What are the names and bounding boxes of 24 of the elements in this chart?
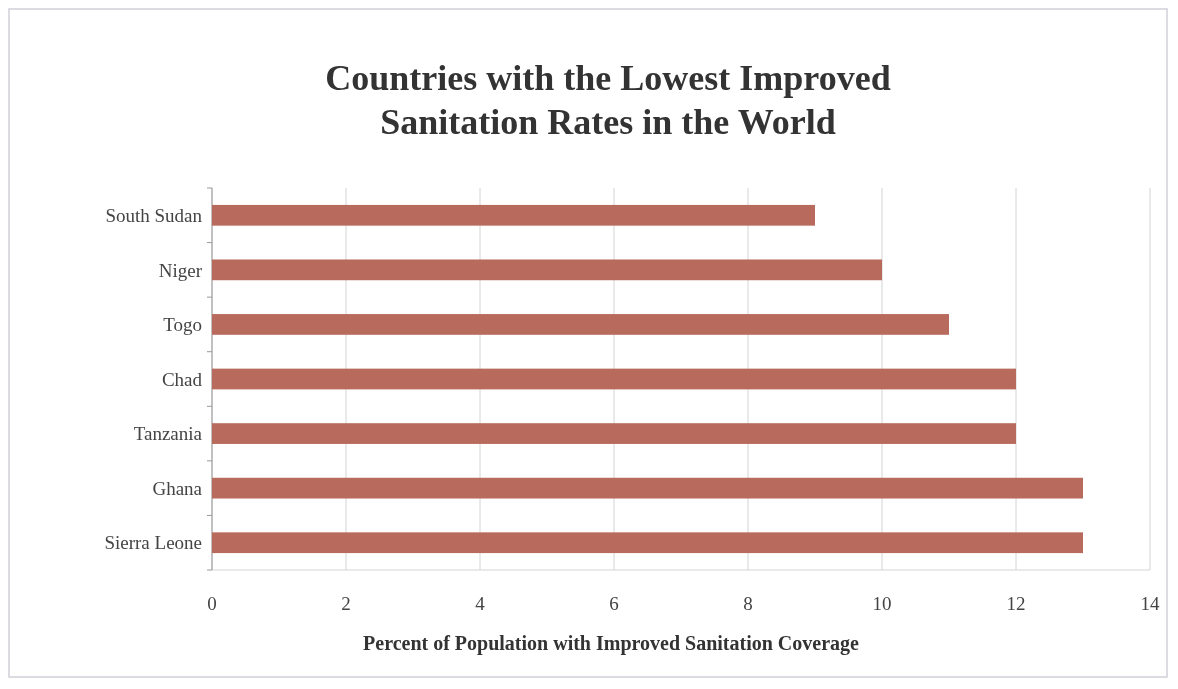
- bar: [212, 204, 815, 226]
- y-tick-label: Togo: [163, 314, 202, 336]
- x-tick-label: 12: [1006, 593, 1026, 614]
- bar: [212, 314, 949, 335]
- bar: [212, 259, 882, 281]
- x-axis-title: Percent of Population with Improved Sanitation Coverage: [363, 632, 860, 655]
- x-tick-label: 10: [872, 593, 892, 614]
- bar: [212, 532, 1083, 554]
- chart-title: Countries with the Lowest Improved Sanitation Rates in the World: [325, 58, 891, 142]
- y-tick-label: Niger: [158, 259, 203, 281]
- y-tick-label: South Sudan: [105, 204, 203, 226]
- x-tick-label: 0: [207, 593, 217, 614]
- y-tick-label: Tanzania: [133, 423, 203, 445]
- y-tick-label: Chad: [161, 368, 203, 390]
- x-tick-label: 6: [609, 593, 619, 614]
- y-tick-label: Ghana: [152, 477, 203, 499]
- x-tick-label: 2: [341, 593, 351, 614]
- x-tick-label: 8: [743, 593, 753, 614]
- bar: [212, 477, 1083, 499]
- bar: [212, 368, 1016, 390]
- x-tick-label: 14: [1140, 593, 1160, 614]
- y-tick-label: Sierra Leone: [104, 532, 202, 554]
- bar: [212, 423, 1016, 444]
- x-tick-label: 4: [475, 593, 486, 614]
